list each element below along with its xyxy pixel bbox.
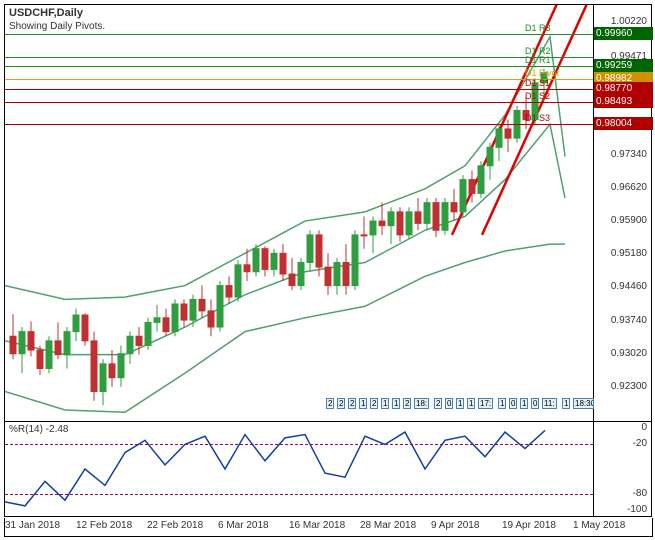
date-axis: 31 Jan 2018 12 Feb 2018 22 Feb 2018 6 Mar 2… <box>4 518 653 537</box>
date-label: 31 Jan 2018 <box>5 520 60 531</box>
indicator-level <box>5 494 593 495</box>
time-box: 0 <box>509 398 517 409</box>
time-box: 1 <box>562 398 570 409</box>
time-box: 1 <box>392 398 400 409</box>
date-label: 28 Mar 2018 <box>360 520 416 531</box>
time-box: 2 <box>337 398 345 409</box>
pivot-label: D1 R1 <box>525 55 551 65</box>
sub-svg <box>5 422 593 516</box>
date-label: 1 May 2018 <box>573 520 625 531</box>
pivot-line <box>5 79 593 80</box>
time-box: 1 <box>381 398 389 409</box>
time-box: 18: <box>414 398 429 409</box>
time-box: 2 <box>348 398 356 409</box>
main-chart[interactable]: USDCHF,Daily Showing Daily Pivots. D1 R3… <box>4 4 594 422</box>
time-box: 2 <box>326 398 334 409</box>
indicator-axis: 0 -20 -80 -100 <box>594 422 652 517</box>
time-box: 1 <box>498 398 506 409</box>
chart-container: USDCHF,Daily Showing Daily Pivots. D1 R3… <box>0 0 655 540</box>
main-svg <box>5 5 593 421</box>
price-tick: 1.00220 <box>611 16 647 27</box>
time-box: 1 <box>359 398 367 409</box>
pivot-line <box>5 102 593 103</box>
time-box: 1 <box>467 398 475 409</box>
price-tick: 0.95900 <box>611 215 647 226</box>
price-tick: 0.93740 <box>611 315 647 326</box>
price-tick: 0.96620 <box>611 182 647 193</box>
pivot-label: D1 S3 <box>525 113 550 123</box>
price-box: 0.99960 <box>594 27 653 40</box>
pivot-line <box>5 124 593 125</box>
pivot-label: D1 R2 <box>525 46 551 56</box>
time-box: 1 <box>520 398 528 409</box>
time-box: 2 <box>434 398 442 409</box>
time-box: 17: <box>478 398 493 409</box>
pivot-label: D1 R3 <box>525 23 551 33</box>
time-box: 2 <box>403 398 411 409</box>
price-tick: 0.92300 <box>611 381 647 392</box>
pivot-line <box>5 66 593 67</box>
date-label: 9 Apr 2018 <box>431 520 479 531</box>
time-box: 11: <box>542 398 557 409</box>
time-box: 1 <box>456 398 464 409</box>
time-box: 0 <box>445 398 453 409</box>
pivot-label: D1 S2 <box>525 91 550 101</box>
indicator-tick: -20 <box>633 438 647 449</box>
price-box: 0.98770 <box>594 82 653 95</box>
date-label: 22 Feb 2018 <box>147 520 203 531</box>
date-label: 19 Apr 2018 <box>502 520 556 531</box>
pivot-label: D1 Pivot <box>525 68 559 78</box>
pivot-line <box>5 34 593 35</box>
time-box: 2 <box>370 398 378 409</box>
price-tick: 0.94460 <box>611 281 647 292</box>
indicator-tick: 0 <box>641 422 647 433</box>
price-axis: 1.002200.994710.987700.980040.973400.966… <box>594 4 652 422</box>
indicator-tick: -80 <box>633 488 647 499</box>
price-tick: 0.95180 <box>611 248 647 259</box>
price-tick: 0.93020 <box>611 348 647 359</box>
price-box: 0.99259 <box>594 59 653 72</box>
time-box: 0 <box>531 398 539 409</box>
pivot-line <box>5 89 593 90</box>
price-box: 0.98004 <box>594 117 653 130</box>
indicator-tick: -100 <box>627 504 647 515</box>
price-tick: 0.97340 <box>611 149 647 160</box>
indicator-chart[interactable]: %R(14) -2.48 <box>4 422 594 517</box>
pivot-line <box>5 57 593 58</box>
price-box: 0.98493 <box>594 95 653 108</box>
indicator-level <box>5 444 593 445</box>
date-label: 16 Mar 2018 <box>289 520 345 531</box>
pivot-label: D1 S1 <box>525 78 550 88</box>
date-label: 6 Mar 2018 <box>218 520 269 531</box>
date-label: 12 Feb 2018 <box>76 520 132 531</box>
